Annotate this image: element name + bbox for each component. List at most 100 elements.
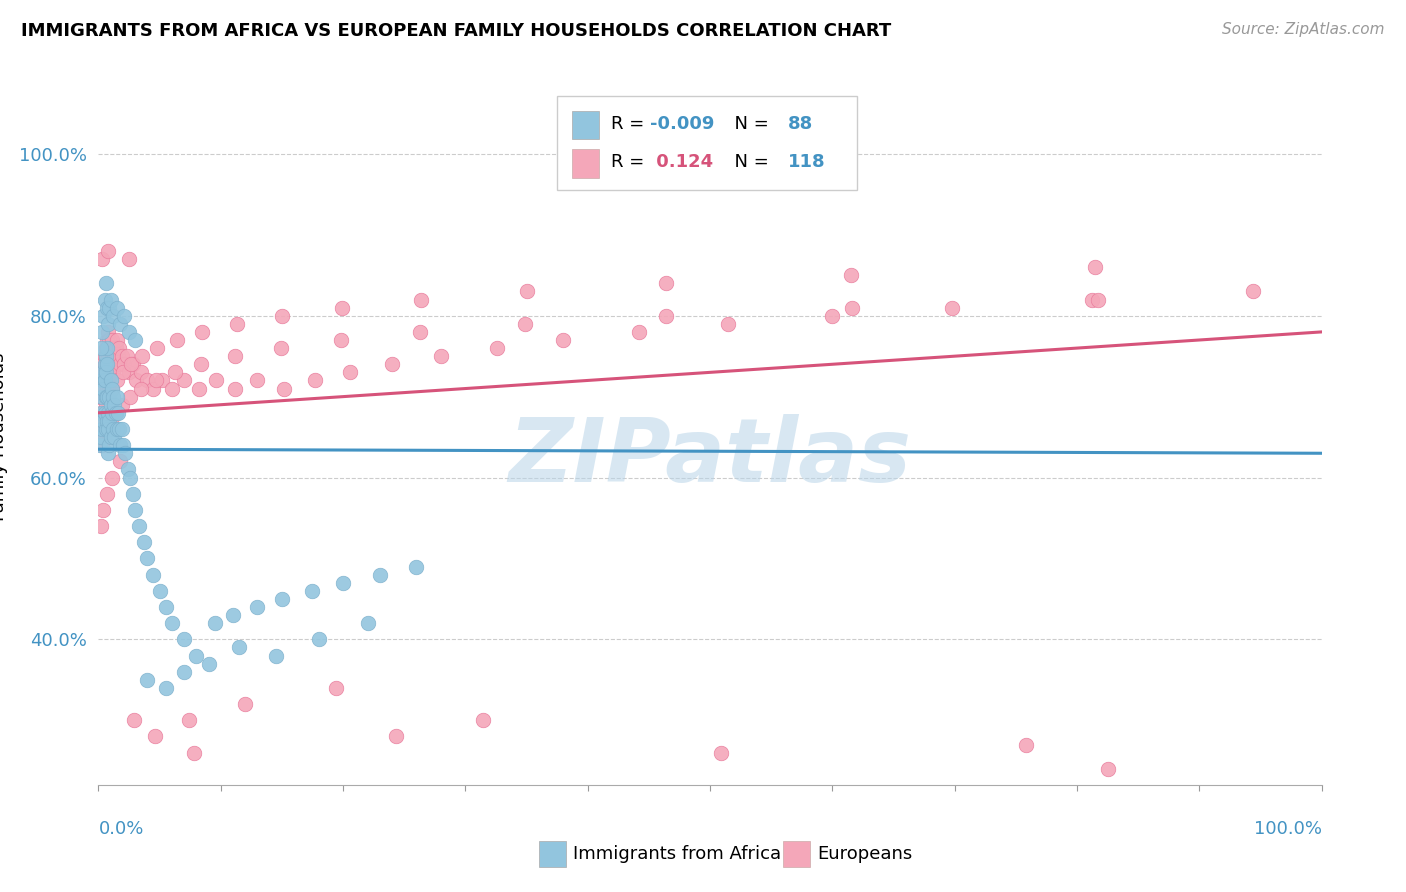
Point [301,583,323,598]
Point [97,446,120,460]
Point [97,422,120,436]
Point [91,309,114,323]
Point [155,681,177,695]
Point [1241,285,1264,299]
Point [122,713,145,727]
FancyBboxPatch shape [557,96,856,190]
Point [270,591,294,606]
Point [124,503,146,517]
Point [103,349,125,363]
Bar [572,111,599,139]
Point [233,697,256,711]
Point [91,382,114,396]
Point [96,390,118,404]
Point [105,333,128,347]
Point [96,333,118,347]
Point [104,341,127,355]
Point [98,414,121,428]
Point [93,406,115,420]
Point [118,365,141,379]
Point [628,325,651,339]
Point [136,551,159,566]
Point [108,341,131,355]
Point [183,746,205,760]
Point [91,438,114,452]
Text: 100.0%: 100.0% [1254,820,1322,838]
Text: 0.124: 0.124 [650,153,713,171]
Point [246,599,269,614]
Point [110,317,132,331]
Point [94,365,117,379]
Point [186,648,208,663]
Point [96,414,118,428]
Point [356,616,378,631]
Point [325,681,347,695]
Point [114,446,136,460]
Text: 0.0%: 0.0% [98,820,143,838]
Point [409,325,432,339]
Point [111,422,134,436]
Point [97,244,120,258]
Point [94,365,117,379]
Point [839,268,862,283]
Point [405,559,427,574]
Point [91,503,114,517]
Point [101,309,124,323]
Point [89,422,111,436]
Point [96,301,118,315]
Text: R =: R = [612,115,650,133]
Point [91,365,114,379]
Point [110,454,132,468]
Bar [538,840,565,867]
Point [101,365,124,379]
Point [129,365,152,379]
Point [94,398,117,412]
Text: Source: ZipAtlas.com: Source: ZipAtlas.com [1222,22,1385,37]
Point [111,438,134,452]
Point [111,349,134,363]
Point [129,382,152,396]
Point [90,406,112,420]
Point [273,382,295,396]
Point [190,357,212,371]
Point [104,406,127,420]
Text: IMMIGRANTS FROM AFRICA VS EUROPEAN FAMILY HOUSEHOLDS CORRELATION CHART: IMMIGRANTS FROM AFRICA VS EUROPEAN FAMIL… [21,22,891,40]
Point [118,252,141,266]
Point [93,374,115,388]
Point [93,430,115,444]
Point [136,374,159,388]
Point [381,357,404,371]
Point [93,293,115,307]
Point [91,422,114,436]
Point [93,357,115,371]
Point [97,390,120,404]
Point [101,382,124,396]
Point [97,349,120,363]
Point [166,333,188,347]
Point [1014,738,1036,752]
Point [100,365,122,379]
Point [91,414,114,428]
Point [430,349,453,363]
Point [101,341,124,355]
Point [143,730,166,744]
Point [1084,260,1107,275]
Point [204,616,226,631]
Point [101,470,124,484]
Point [160,616,183,631]
Point [205,374,228,388]
Text: N =: N = [724,115,775,133]
Point [165,365,187,379]
Point [94,349,117,363]
Point [228,640,250,655]
Point [150,374,173,388]
Point [107,349,129,363]
Point [100,341,122,355]
Point [96,422,118,436]
Point [93,374,115,388]
Point [841,301,863,315]
Point [90,430,112,444]
Point [91,414,114,428]
Text: 118: 118 [789,153,825,171]
Point [91,357,114,371]
